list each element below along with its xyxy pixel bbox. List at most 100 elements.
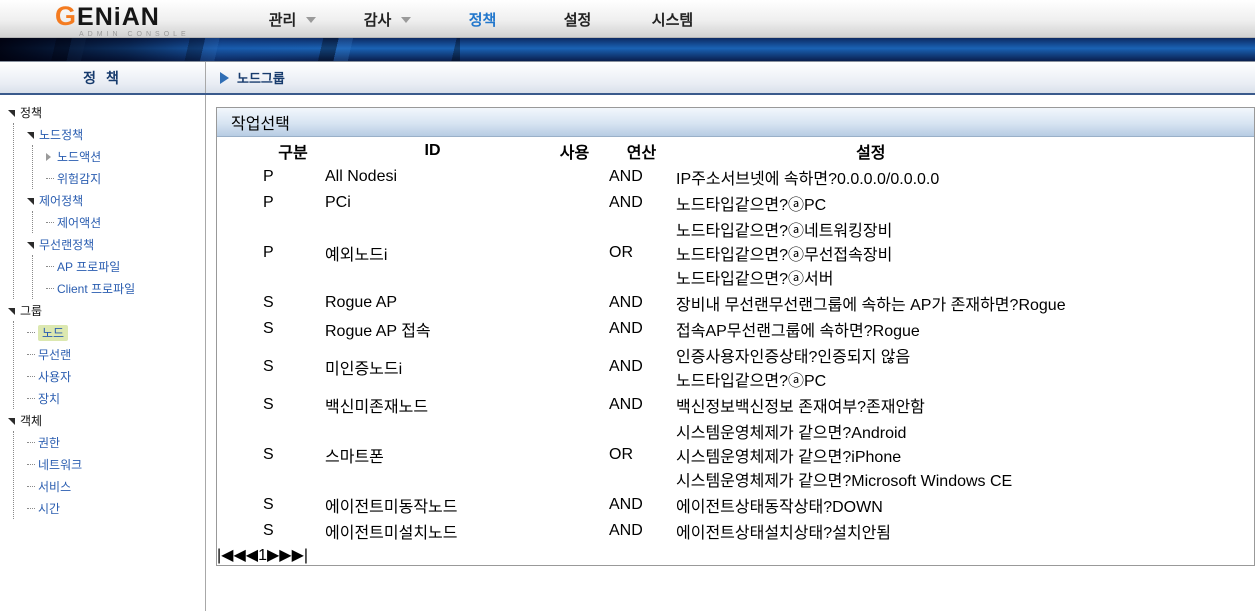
tree-expanded-icon[interactable] xyxy=(27,197,34,205)
task-select-button[interactable]: 작업선택 xyxy=(224,110,290,134)
condition-operator: 동작상태? xyxy=(764,499,832,516)
help-icon[interactable]: ? xyxy=(779,271,788,288)
help-icon[interactable]: ? xyxy=(842,473,852,490)
header-use: 사용 xyxy=(559,145,590,162)
help-icon[interactable]: ? xyxy=(779,223,788,240)
help-icon[interactable]: ? xyxy=(808,349,818,366)
tree-expanded-icon[interactable] xyxy=(27,241,34,249)
settings-cell: 장비내 무선랜무선랜그룹에 속하는 AP가 존재하면?Rogue xyxy=(676,291,1066,315)
group-id-link[interactable]: 예외노드 xyxy=(325,247,384,264)
tree-link-노드정책[interactable]: 노드정책 xyxy=(39,127,84,142)
pagination-bar: |◀◀◀1▶▶▶| xyxy=(217,545,1254,565)
tree-expanded-icon[interactable] xyxy=(8,417,15,425)
tree-link-무선랜정책[interactable]: 무선랜정책 xyxy=(39,237,95,252)
info-icon[interactable]: i xyxy=(383,247,388,264)
help-icon[interactable]: ? xyxy=(779,247,788,264)
header-select xyxy=(219,139,261,163)
help-icon[interactable]: ? xyxy=(823,525,833,542)
group-id-link[interactable]: 미인증노드 xyxy=(325,361,399,378)
group-id-link[interactable]: 에이전트미설치노드 xyxy=(325,525,458,542)
help-icon[interactable]: ? xyxy=(779,197,788,214)
nav-item-label: 시스템 xyxy=(651,11,694,29)
policy-group-icon: P xyxy=(263,194,274,211)
tree-link-네트워크[interactable]: 네트워크 xyxy=(38,457,83,472)
help-icon[interactable]: ? xyxy=(779,373,788,390)
tree-link-권한[interactable]: 권한 xyxy=(38,435,61,450)
next-page-button[interactable]: ▶▶ xyxy=(266,547,292,564)
group-id-link[interactable]: All Nodes xyxy=(325,168,394,185)
nav-item-시스템[interactable]: 시스템 xyxy=(625,9,720,30)
tree-root-그룹[interactable]: 그룹 xyxy=(20,303,43,318)
tree-link-서비스[interactable]: 서비스 xyxy=(38,479,72,494)
last-page-button[interactable]: ▶| xyxy=(291,547,309,564)
tree-link-사용자[interactable]: 사용자 xyxy=(38,369,72,384)
tree-expanded-icon[interactable] xyxy=(8,307,15,315)
condition-name: 접속AP xyxy=(676,323,727,340)
nav-item-label: 관리 xyxy=(268,11,297,29)
tree-expanded-icon[interactable] xyxy=(8,109,15,117)
help-icon[interactable]: ? xyxy=(857,399,867,416)
condition-name: 백신정보 xyxy=(676,399,735,416)
nav-item-label: 감사 xyxy=(363,11,392,29)
extra-cell xyxy=(1068,217,1076,289)
help-icon[interactable]: ? xyxy=(863,323,873,340)
settings-cell: 백신정보백신정보 존재여부?존재안함 xyxy=(676,393,1066,417)
tree-collapsed-icon[interactable] xyxy=(46,152,51,161)
tree-expanded-icon[interactable] xyxy=(27,131,34,139)
tree-item: 서비스 xyxy=(27,475,205,497)
tree-link-제어정책[interactable]: 제어정책 xyxy=(39,193,84,208)
tree-line-stub xyxy=(27,353,35,355)
main-menu: 관리 감사 정책 설정 시스템 xyxy=(245,0,720,38)
condition-line: 노드타입같으면?ⓐPC xyxy=(676,367,1066,391)
current-page-button[interactable]: 1 xyxy=(258,547,267,564)
tree-link-노드-selected[interactable]: 노드 xyxy=(38,324,69,341)
nav-item-감사[interactable]: 감사 xyxy=(340,9,435,30)
extra-cell xyxy=(1068,393,1076,417)
info-icon[interactable]: i xyxy=(393,168,398,185)
condition-operator: 서브넷에 속하면? xyxy=(721,171,837,188)
tree-link-위험감지[interactable]: 위험감지 xyxy=(57,171,102,186)
group-id-link[interactable]: PC xyxy=(325,194,348,211)
tree-link-무선랜[interactable]: 무선랜 xyxy=(38,347,72,362)
group-id-link[interactable]: Rogue AP 접속 xyxy=(325,323,431,340)
tree-root-정책[interactable]: 정책 xyxy=(20,105,43,120)
tree-item: 정책 xyxy=(8,101,205,123)
status-group-icon: S xyxy=(263,396,274,413)
help-icon[interactable]: ? xyxy=(1009,297,1019,314)
settings-cell: 노드타입같으면?ⓐPC xyxy=(676,191,1066,215)
nav-item-정책[interactable]: 정책 xyxy=(435,9,530,30)
nav-item-관리[interactable]: 관리 xyxy=(245,9,340,30)
group-id-link[interactable]: 스마트폰 xyxy=(325,449,384,466)
help-icon[interactable]: ? xyxy=(842,449,852,466)
policy-group-icon: P xyxy=(263,244,274,261)
condition-line: 접속AP무선랜그룹에 속하면?Rogue xyxy=(676,317,1066,341)
tree-link-장치[interactable]: 장치 xyxy=(38,391,61,406)
group-id-link[interactable]: Rogue AP xyxy=(325,294,398,311)
condition-operator: 설치상태? xyxy=(764,525,832,542)
condition-value: ⓐ네트워킹장비 xyxy=(787,223,893,240)
tree-link-AP 프로파일[interactable]: AP 프로파일 xyxy=(57,259,121,274)
info-icon[interactable]: i xyxy=(398,361,403,378)
tree-line-stub xyxy=(46,287,54,289)
tree-item: 제어정책 xyxy=(27,189,205,211)
group-id-link[interactable]: 백신미존재노드 xyxy=(325,399,429,416)
condition-line: 노드타입같으면?ⓐ네트워킹장비 xyxy=(676,217,1066,241)
first-page-button[interactable]: |◀ xyxy=(217,547,234,564)
tree-link-시간[interactable]: 시간 xyxy=(38,501,61,516)
status-group-icon: S xyxy=(263,320,274,337)
settings-cell: 시스템운영체제가 같으면?Android 시스템운영체제가 같으면?iPhone 시… xyxy=(676,419,1066,491)
tree-link-제어액션[interactable]: 제어액션 xyxy=(57,215,102,230)
settings-cell: IP주소서브넷에 속하면?0.0.0.0/0.0.0.0 xyxy=(676,165,1066,189)
prev-page-button[interactable]: ◀◀ xyxy=(233,547,259,564)
help-icon[interactable]: ? xyxy=(842,425,852,442)
tree-link-Client 프로파일[interactable]: Client 프로파일 xyxy=(57,281,136,296)
operator-cell: AND xyxy=(609,358,643,375)
tree-link-노드액션[interactable]: 노드액션 xyxy=(57,149,102,164)
help-icon[interactable]: ? xyxy=(823,499,833,516)
info-icon[interactable]: i xyxy=(347,194,351,211)
nav-item-설정[interactable]: 설정 xyxy=(530,9,625,30)
group-id-link[interactable]: 에이전트미동작노드 xyxy=(325,499,458,516)
tree-root-객체[interactable]: 객체 xyxy=(20,413,43,428)
help-icon[interactable]: ? xyxy=(828,171,837,188)
